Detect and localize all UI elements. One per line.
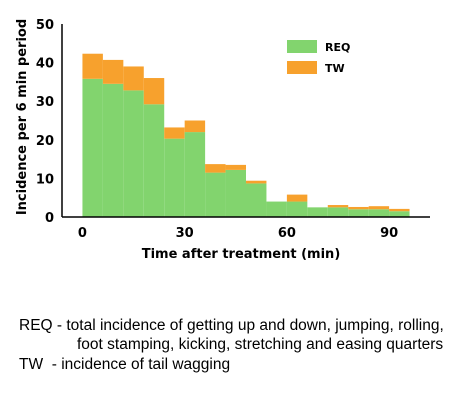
y-axis-title: Incidence per 6 min period (15, 19, 30, 215)
legend-notes: REQ - total incidence of getting up and … (19, 316, 449, 374)
bar-tw (327, 205, 349, 208)
bar-tw (348, 206, 369, 210)
note-text-req: total incidence of getting up and down, … (66, 317, 444, 353)
bar-tw (164, 127, 185, 139)
legend: REQ TW (287, 40, 350, 75)
bar-req (246, 183, 267, 217)
bar-tw (246, 180, 267, 184)
bar-tw (184, 120, 206, 133)
bar-req (389, 211, 410, 217)
note-key-req: REQ (19, 317, 53, 334)
legend-label-tw: TW (325, 62, 345, 75)
bar-req (184, 132, 206, 217)
bar-tw (205, 164, 226, 173)
bar-req (164, 138, 185, 217)
note-req: REQ - total incidence of getting up and … (19, 316, 449, 354)
x-tick-label: 0 (78, 226, 87, 241)
bar-req (368, 209, 390, 217)
note-sep-req: - (52, 317, 67, 334)
y-axis-ticks: 0 10 20 30 40 50 (36, 18, 54, 226)
note-key-tw: TW (19, 356, 44, 373)
x-tick-label: 30 (176, 226, 194, 241)
y-tick-label: 10 (36, 172, 54, 187)
legend-swatch-tw (287, 61, 317, 74)
y-tick-label: 50 (36, 18, 54, 33)
legend-swatch-req (287, 40, 317, 53)
bar-tw (123, 66, 144, 91)
x-tick-label: 60 (278, 226, 296, 241)
bar-req (286, 201, 308, 217)
y-tick-label: 30 (36, 95, 54, 110)
bar-tw (102, 59, 124, 84)
note-text-tw: incidence of tail wagging (61, 356, 231, 373)
bar-req (307, 207, 328, 217)
x-axis-ticks: 0 30 60 90 (78, 226, 398, 241)
bar-tw (389, 208, 410, 212)
y-tick-label: 0 (45, 211, 54, 226)
bars (82, 53, 410, 217)
legend-label-req: REQ (325, 41, 350, 54)
bar-tw (286, 194, 308, 202)
bar-tw (143, 78, 165, 105)
bar-req (225, 169, 246, 217)
y-tick-label: 20 (36, 134, 54, 149)
bar-tw (82, 53, 103, 79)
bar-req (143, 104, 165, 217)
bar-tw (368, 206, 390, 210)
bar-req (102, 83, 124, 217)
bar-req (327, 207, 349, 217)
note-sep-tw: - (43, 356, 62, 373)
bar-req (123, 90, 144, 217)
bar-req (205, 172, 226, 217)
bar-req (82, 78, 103, 217)
x-axis-title: Time after treatment (min) (142, 247, 341, 262)
bar-req (266, 201, 287, 217)
note-tw: TW - incidence of tail wagging (19, 355, 449, 374)
x-tick-label: 90 (380, 226, 398, 241)
bar-req (348, 209, 369, 217)
bar-tw (225, 164, 246, 170)
incidence-chart: 0 10 20 30 40 50 0 30 60 90 Incidence per 6 min … (15, 18, 430, 262)
y-tick-label: 40 (36, 57, 54, 72)
